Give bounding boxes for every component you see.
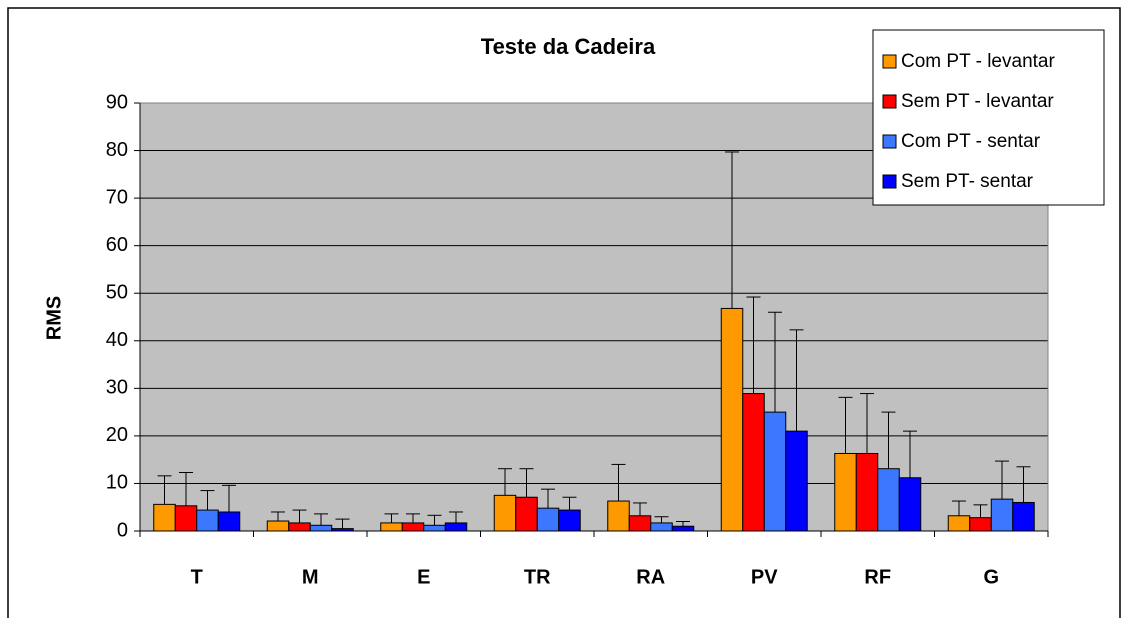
x-tick-label: PV [751,566,778,588]
y-axis-label: RMS [43,296,65,340]
chart-title: Teste da Cadeira [481,34,656,59]
bar [217,511,241,532]
legend-label: Sem PT- sentar [901,171,1034,192]
bar [174,505,198,532]
bar [401,522,425,532]
bar [650,522,673,532]
x-tick-label: E [417,566,430,588]
bar [628,515,652,532]
bar [969,517,992,532]
bar [558,509,581,532]
bar [380,522,403,532]
y-tick-label: 80 [106,139,128,161]
legend-box [872,29,1105,206]
legend-label: Sem PT - levantar [901,91,1054,112]
bar [288,522,311,532]
bar [493,494,517,532]
x-tick-label: RF [864,566,891,588]
bar [785,430,808,532]
bar [855,452,879,532]
y-tick-label: 70 [106,186,128,208]
bar [1012,501,1035,532]
y-tick-label: 40 [106,329,128,351]
y-tick-label: 30 [106,377,128,399]
bar [331,528,354,532]
bar [444,522,468,532]
bar [536,507,560,532]
x-tick-label: T [191,566,203,588]
legend-swatch [882,54,897,69]
legend-swatch [882,94,897,109]
y-tick-label: 0 [117,519,128,541]
bar [898,477,922,532]
x-tick-label: TR [524,566,551,588]
bar [266,520,290,532]
y-tick-label: 50 [106,282,128,304]
x-tick-label: M [302,566,319,588]
bar [515,496,538,532]
y-tick-label: 60 [106,234,128,256]
y-tick-label: 10 [106,472,128,494]
legend-swatch [882,174,897,189]
bar [947,515,971,532]
bar [763,411,787,532]
x-tick-label: G [983,566,999,588]
legend-label: Com PT - sentar [901,131,1041,152]
bar [153,503,176,532]
y-tick-label: 20 [106,424,128,446]
bar [309,524,333,532]
bar [671,525,695,532]
bar [196,509,219,532]
bar [607,500,630,532]
bar [423,524,446,532]
x-tick-label: RA [636,566,665,588]
bar [720,307,744,532]
bar [877,468,900,532]
legend-swatch [882,134,897,149]
legend-label: Com PT - levantar [901,51,1055,72]
bar [742,393,765,532]
chart-frame [7,7,1121,618]
bar [990,498,1014,532]
bar [834,452,857,532]
y-tick-label: 90 [106,91,128,113]
